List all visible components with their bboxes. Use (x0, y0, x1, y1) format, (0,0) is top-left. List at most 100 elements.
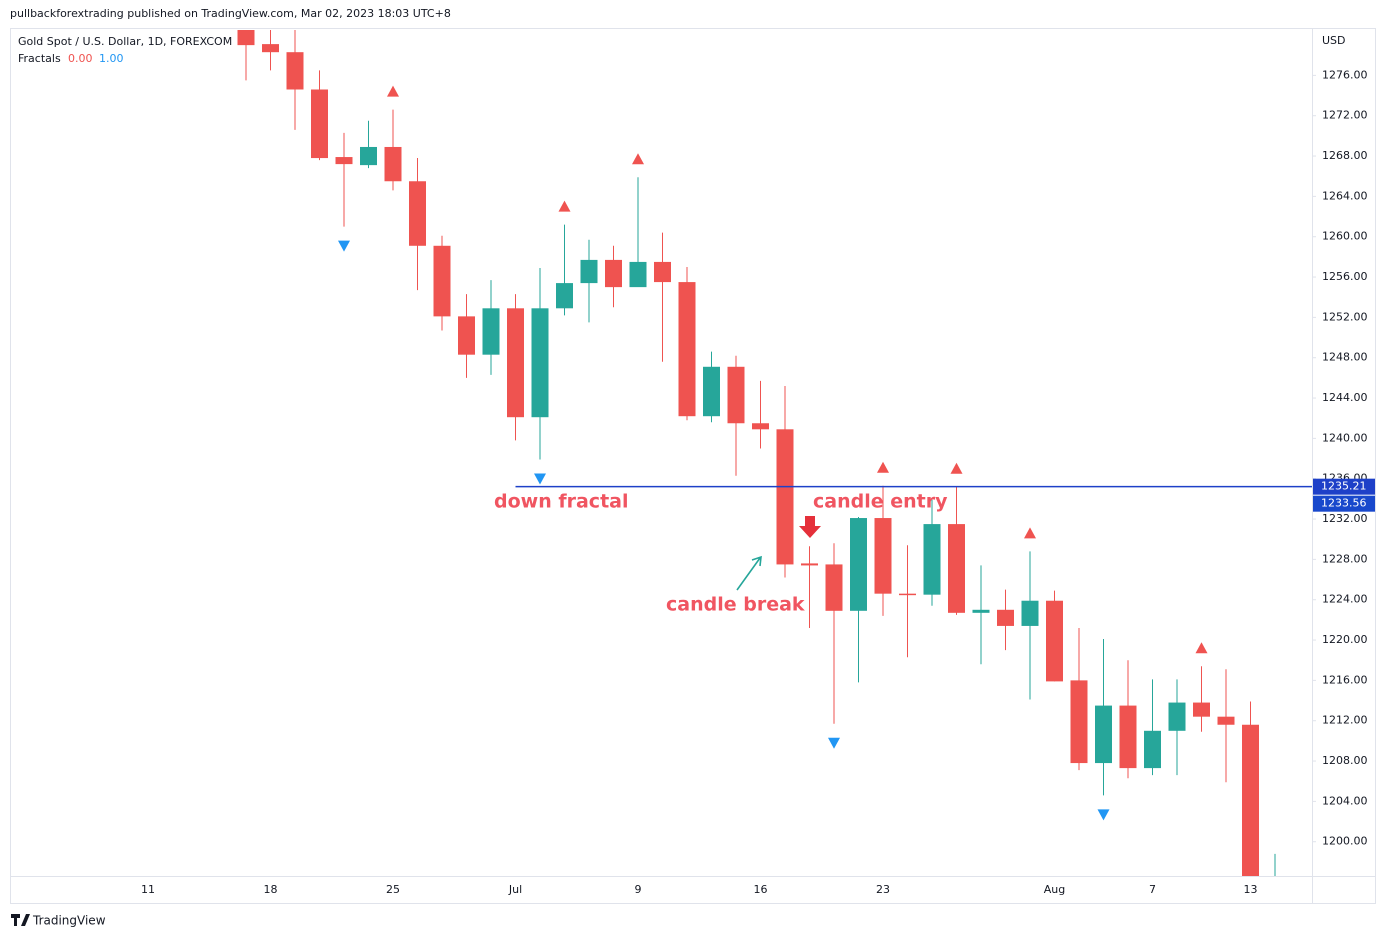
y-tick-label: 1272.00 (1322, 109, 1368, 122)
candle-body (605, 259, 622, 288)
candle-body (580, 259, 598, 284)
candle-body (874, 518, 892, 594)
y-tick-label: 1252.00 (1322, 310, 1368, 323)
up-fractal (558, 200, 571, 212)
publisher: pullbackforextrading published on Tradin… (10, 7, 451, 20)
x-tick-label: 25 (386, 883, 400, 896)
candle-body (825, 564, 843, 611)
x-tick-label: 23 (876, 883, 890, 896)
candle-body (409, 181, 426, 246)
y-tick-label: 1256.00 (1322, 270, 1368, 283)
down-fractal (1097, 809, 1110, 821)
up-fractal (950, 462, 963, 474)
y-tick-label: 1248.00 (1322, 351, 1368, 364)
symbol-title: Gold Spot / U.S. Dollar, 1D, FOREXCOM (18, 35, 232, 48)
x-tick-label: 7 (1149, 883, 1156, 896)
candle-body (531, 308, 549, 418)
break-arrow (736, 555, 762, 591)
legend-bg (14, 33, 230, 67)
candle-body (384, 146, 402, 182)
y-tick-label: 1204.00 (1322, 794, 1368, 807)
candle-body (1070, 680, 1088, 764)
candle-body (335, 157, 353, 165)
y-tick-label: 1276.00 (1322, 68, 1368, 81)
x-tick-label: 9 (635, 883, 642, 896)
candle-body (1267, 882, 1284, 902)
candle-body (678, 282, 696, 417)
up-fractal (877, 461, 889, 473)
candle-body (1021, 600, 1039, 626)
indicator-down-value: 1.00 (99, 52, 124, 65)
candle-body (237, 30, 255, 46)
y-tick-label: 1216.00 (1322, 673, 1368, 686)
plot (237, 30, 1312, 902)
up-fractal (632, 153, 644, 165)
chart-frame (10, 28, 1376, 904)
y-tick-label: 1228.00 (1322, 552, 1368, 565)
y-tick-label: 1260.00 (1322, 230, 1368, 243)
y-tick-label: 1268.00 (1322, 149, 1368, 162)
annotation: down fractal (494, 491, 628, 513)
y-tick-label: 1224.00 (1322, 593, 1368, 606)
candle-body (1144, 730, 1161, 769)
hline-badge (1313, 478, 1375, 495)
hline-label: 1235.21 (1321, 480, 1367, 493)
y-tick-label: 1240.00 (1322, 431, 1368, 444)
y-tick-label: 1220.00 (1322, 633, 1368, 646)
candle-body (703, 366, 720, 417)
price-label: 1233.56 (1321, 497, 1367, 510)
candle-body (311, 89, 328, 159)
candle-body (1046, 600, 1063, 682)
x-tick-label: Aug (1044, 883, 1065, 896)
y-tick-label: 1208.00 (1322, 754, 1368, 767)
down-fractal (534, 473, 546, 485)
annotation: candle entry (813, 491, 948, 513)
candle-body (972, 609, 990, 613)
y-tick-label: 1232.00 (1322, 512, 1368, 525)
annotation: candle break (666, 594, 805, 616)
candle-body (433, 245, 451, 317)
up-fractal (1195, 642, 1208, 654)
down-fractal (828, 737, 840, 749)
currency: USD (1322, 34, 1346, 47)
candle-body (286, 52, 304, 90)
candle-body (458, 316, 475, 355)
y-tick-label: 1244.00 (1322, 391, 1368, 404)
indicator-name: Fractals (18, 52, 61, 65)
candle-body (948, 524, 965, 613)
candle-body (727, 366, 745, 424)
y-tick-label: 1200.00 (1322, 835, 1368, 848)
candle-body (654, 261, 671, 283)
candle-body (899, 593, 916, 596)
x-tick-label: 11 (141, 883, 155, 896)
entry-arrow (799, 516, 821, 538)
brand-logo (11, 914, 30, 926)
x-tick-label: 13 (1244, 883, 1258, 896)
candle-body (556, 283, 573, 309)
up-fractal (1024, 527, 1036, 539)
candle-body (507, 308, 524, 418)
candle-body (360, 146, 377, 166)
down-fractal (338, 240, 350, 252)
candle-body (1119, 705, 1137, 769)
candle-body (629, 261, 647, 288)
candle-body (1168, 702, 1186, 731)
candle-body (776, 429, 794, 565)
candle-body (801, 563, 818, 566)
up-fractal (387, 85, 399, 97)
candle-body (997, 609, 1014, 626)
candle-body (1095, 705, 1112, 764)
x-tick-label: Jul (508, 883, 522, 896)
candle-body (1193, 702, 1210, 717)
x-tick-label: 18 (264, 883, 278, 896)
candle-body (752, 423, 769, 430)
price-badge (1313, 495, 1375, 512)
candle-body (1217, 716, 1235, 725)
x-tick-label: 16 (754, 883, 768, 896)
candle-body (923, 524, 941, 595)
brand: TradingView (32, 914, 106, 928)
candle-body (482, 308, 500, 355)
indicator-up-value: 0.00 (68, 52, 93, 65)
y-tick-label: 1264.00 (1322, 189, 1368, 202)
